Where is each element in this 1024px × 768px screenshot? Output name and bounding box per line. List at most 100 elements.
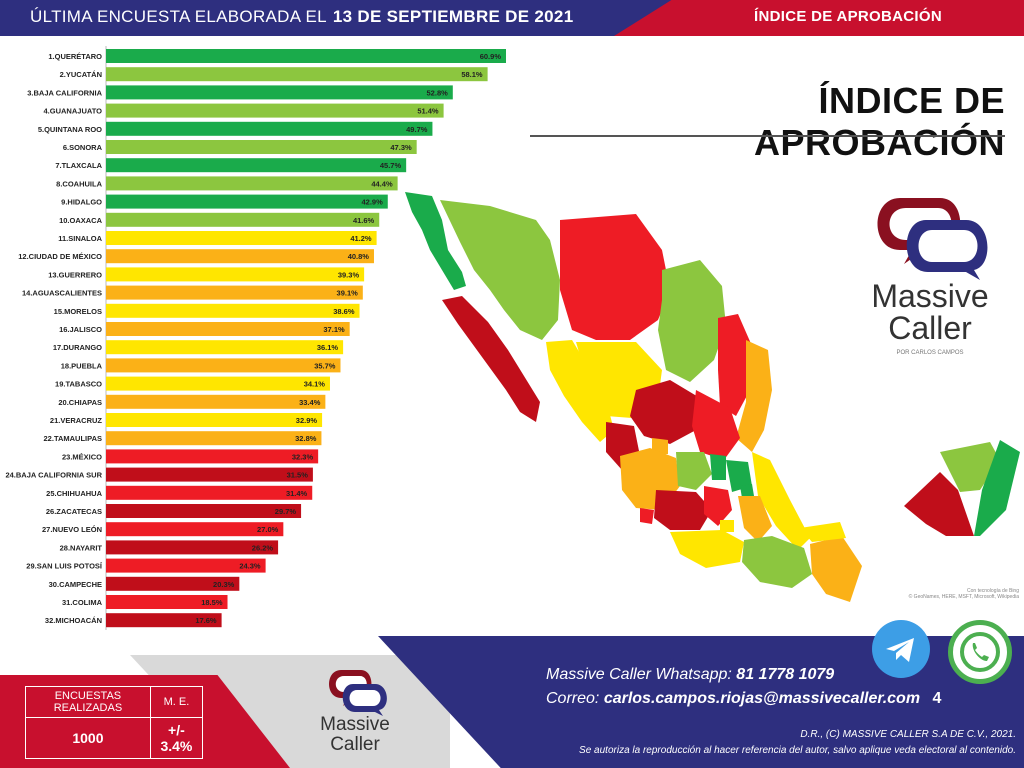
category-label: 10.OAXACA [59, 216, 103, 225]
category-label: 15.MORELOS [54, 307, 102, 316]
category-label: 25.CHIHUAHUA [46, 489, 102, 498]
map-puebla [738, 496, 772, 542]
logo-bubbles-icon [877, 198, 988, 280]
legal-line2: Se autoriza la reproducción al hacer ref… [579, 745, 1016, 756]
data-label: 18.5% [201, 598, 223, 607]
category-label: 6.SONORA [63, 143, 103, 152]
category-label: 16.JALISCO [59, 325, 102, 334]
mexico-map-svg [405, 192, 1020, 602]
category-label: 5.QUINTANA ROO [38, 125, 102, 134]
category-label: 31.COLIMA [62, 598, 103, 607]
data-label: 40.8% [348, 252, 370, 261]
data-label: 39.3% [338, 270, 360, 279]
data-label: 26.2% [252, 543, 274, 552]
map-campeche [904, 472, 974, 536]
map-baja-california-sur [442, 296, 540, 422]
category-label: 22.TAMAULIPAS [44, 434, 102, 443]
map-coahuila [658, 260, 726, 382]
category-label: 12.CIUDAD DE MÉXICO [18, 252, 102, 261]
category-label: 11.SINALOA [58, 234, 102, 243]
data-label: 31.4% [286, 489, 308, 498]
data-label: 38.6% [333, 307, 355, 316]
bar [106, 121, 433, 136]
header-left-panel [0, 0, 615, 36]
data-label: 37.1% [323, 325, 345, 334]
map-estado-de-mexico [704, 486, 732, 526]
bar [106, 558, 266, 573]
bar [106, 267, 365, 282]
category-label: 8.COAHUILA [56, 179, 102, 188]
bar [106, 194, 388, 209]
bar [106, 285, 363, 300]
map-chihuahua [560, 214, 670, 340]
bar [106, 431, 322, 446]
bar [106, 504, 302, 518]
bar [106, 485, 313, 500]
map-nuevo-leon [718, 314, 752, 416]
map-aguascalientes [652, 438, 668, 454]
email-label: Correo: [546, 690, 600, 707]
category-label: 13.GUERRERO [48, 270, 102, 279]
bar [106, 249, 374, 264]
header-bar: ÚLTIMA ENCUESTA ELABORADA EL 13 DE SEPTIE… [0, 0, 1024, 36]
category-label: 7.TLAXCALA [55, 161, 102, 170]
logo-name-line2: Caller [888, 310, 972, 346]
data-label: 58.1% [461, 70, 483, 79]
data-label: 52.8% [427, 88, 449, 97]
map-sonora [440, 200, 560, 340]
bar [106, 613, 222, 628]
map-zacatecas [630, 380, 700, 444]
massive-caller-logo: Massive Caller POR CARLOS CAMPOS [840, 190, 1020, 360]
bar [106, 322, 350, 336]
bar [106, 340, 344, 355]
category-label: 2.YUCATÁN [60, 70, 102, 79]
bar [106, 376, 330, 391]
bar [106, 576, 240, 591]
map-queretaro [710, 454, 726, 480]
data-label: 51.4% [417, 107, 439, 116]
survey-date-value: 13 DE SEPTIEMBRE DE 2021 [332, 7, 574, 26]
email-address[interactable]: carlos.campos.riojas@massivecaller.com [603, 690, 921, 707]
map-chiapas [810, 536, 862, 602]
category-label: 30.CAMPECHE [49, 580, 102, 589]
whatsapp-number[interactable]: 81 1778 1079 [736, 666, 835, 683]
map-tamaulipas [736, 340, 772, 452]
logo-name-line1: Massive [871, 278, 989, 314]
category-label: 14.AGUASCALIENTES [22, 289, 102, 298]
category-label: 18.PUEBLA [61, 361, 103, 370]
category-label: 26.ZACATECAS [46, 507, 102, 516]
bar [106, 212, 380, 227]
logo-small-name-line1: Massive [320, 714, 390, 735]
telegram-icon[interactable] [872, 620, 930, 678]
data-label: 24.3% [239, 562, 261, 571]
page-title: ÍNDICE DE APROBACIÓN [753, 80, 1005, 163]
bar [106, 595, 228, 609]
surveys-value: 1000 [25, 717, 151, 759]
category-label: 3.BAJA CALIFORNIA [27, 88, 102, 97]
map-oaxaca [742, 536, 812, 588]
bar [106, 67, 488, 82]
map-tlaxcala [740, 484, 754, 498]
bar [106, 176, 398, 191]
bar [106, 303, 360, 318]
data-label: 41.2% [350, 234, 372, 243]
data-label: 44.4% [371, 179, 393, 188]
category-label: 21.VERACRUZ [50, 416, 103, 425]
survey-date: ÚLTIMA ENCUESTA ELABORADA EL 13 DE SEPTIE… [30, 7, 573, 27]
map-michoacan [654, 490, 712, 530]
bar [106, 358, 341, 373]
margin-value: +/- 3.4% [149, 717, 204, 759]
map-yucatan [940, 442, 1000, 492]
whatsapp-icon[interactable] [948, 620, 1012, 684]
logo-small-name-line2: Caller [330, 734, 380, 755]
approval-bar-chart: 1.QUERÉTARO 60.9% 2.YUCATÁN 58.1% 3.BAJA CAL… [0, 46, 520, 630]
category-label: 27.NUEVO LEÓN [42, 525, 102, 534]
map-credit: Con tecnología de Bing © GeoNames, HERE,… [909, 588, 1019, 600]
bar [106, 231, 377, 245]
category-label: 1.QUERÉTARO [48, 52, 102, 61]
category-label: 20.CHIAPAS [58, 398, 102, 407]
email-contact: Correo: carlos.campos.riojas@massivecall… [546, 690, 941, 708]
category-label: 4.GUANAJUATO [44, 107, 103, 116]
bar [106, 413, 323, 427]
map-colima [640, 508, 654, 524]
